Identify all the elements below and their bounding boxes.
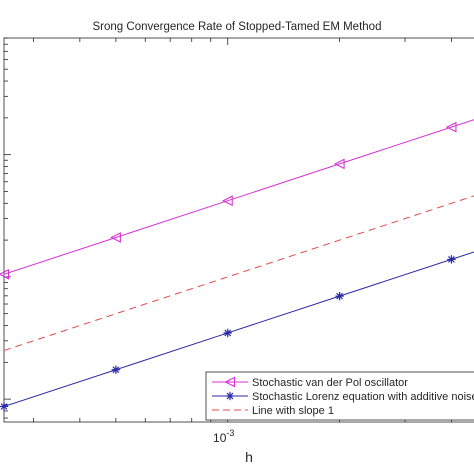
legend-marker [224, 376, 236, 388]
data-point-1-2 [223, 328, 232, 338]
data-point-1-4 [447, 255, 456, 264]
legend-marker [225, 391, 235, 401]
x-axis-label: h [245, 449, 253, 465]
data-point-0-3 [333, 158, 345, 170]
data-point-1-1 [111, 365, 121, 374]
series-line-0 [4, 119, 474, 275]
series-layer [4, 119, 474, 407]
legend-label: Stochastic Lorenz equation with additive… [252, 391, 474, 403]
x-tick-label: 10-3 [213, 428, 234, 445]
series-line-2 [4, 195, 474, 351]
data-point-1-0 [0, 402, 9, 411]
x-tick-labels: 10-3 [213, 428, 234, 445]
legend-label: Line with slope 1 [252, 405, 334, 417]
data-point-0-4 [445, 121, 457, 133]
data-point-0-1 [110, 232, 121, 243]
legend-item-2: Line with slope 1 [212, 405, 334, 417]
data-point-1-3 [335, 291, 344, 301]
legend-box [205, 371, 474, 421]
plot-area [3, 37, 474, 423]
legend: Stochastic van der Pol oscillator Stochas… [205, 371, 474, 421]
legend-label: Stochastic van der Pol oscillator [252, 377, 408, 389]
chart-title: Srong Convergence Rate of Stopped-Tamed … [93, 21, 382, 33]
data-point-0-0 [0, 268, 10, 280]
series-line-1 [4, 251, 474, 407]
marker-layer [0, 121, 457, 411]
data-point-0-2 [221, 195, 233, 207]
legend-item-0: Stochastic van der Pol oscillator [212, 376, 408, 389]
legend-item-1: Stochastic Lorenz equation with additive… [212, 391, 474, 403]
